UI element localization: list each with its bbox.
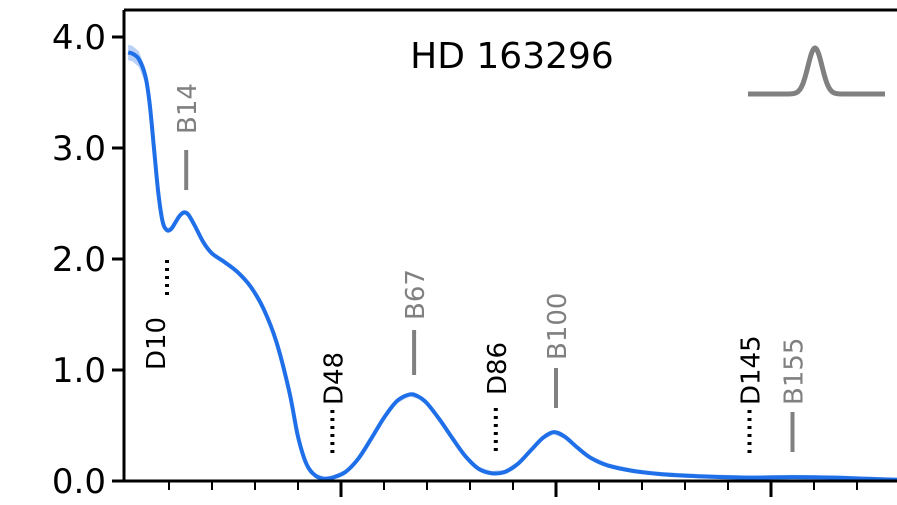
profile-line: [127, 50, 897, 482]
annotation-b14: B14: [173, 83, 203, 190]
y-tick-label: 1.0: [52, 351, 106, 391]
annotation-b100: B100: [543, 293, 573, 408]
beam-profile-icon: [748, 45, 885, 97]
annotation-d48: D48: [319, 352, 349, 455]
y-tick-label: 2.0: [52, 240, 106, 280]
annotation-label: D145: [737, 335, 767, 405]
annotation-d145: D145: [737, 335, 767, 455]
annotation-label: D86: [483, 342, 513, 395]
chart-title: HD 163296: [410, 36, 614, 77]
y-tick-label: 0.0: [52, 462, 106, 500]
annotation-label: D48: [319, 352, 349, 405]
y-tick-label: 4.0: [52, 18, 106, 58]
annotation-label: B155: [780, 338, 810, 405]
annotation-b67: B67: [401, 269, 431, 375]
annotation-label: D10: [142, 317, 172, 370]
uncertainty-band: [128, 44, 897, 481]
annotation-label: B67: [401, 269, 431, 320]
annotation-label: B100: [543, 293, 573, 360]
y-tick-label: 3.0: [52, 129, 106, 169]
annotation-label: B14: [173, 83, 203, 134]
annotation-d86: D86: [483, 342, 513, 452]
annotation-b155: B155: [780, 338, 810, 452]
annotation-d10: D10: [142, 260, 172, 370]
